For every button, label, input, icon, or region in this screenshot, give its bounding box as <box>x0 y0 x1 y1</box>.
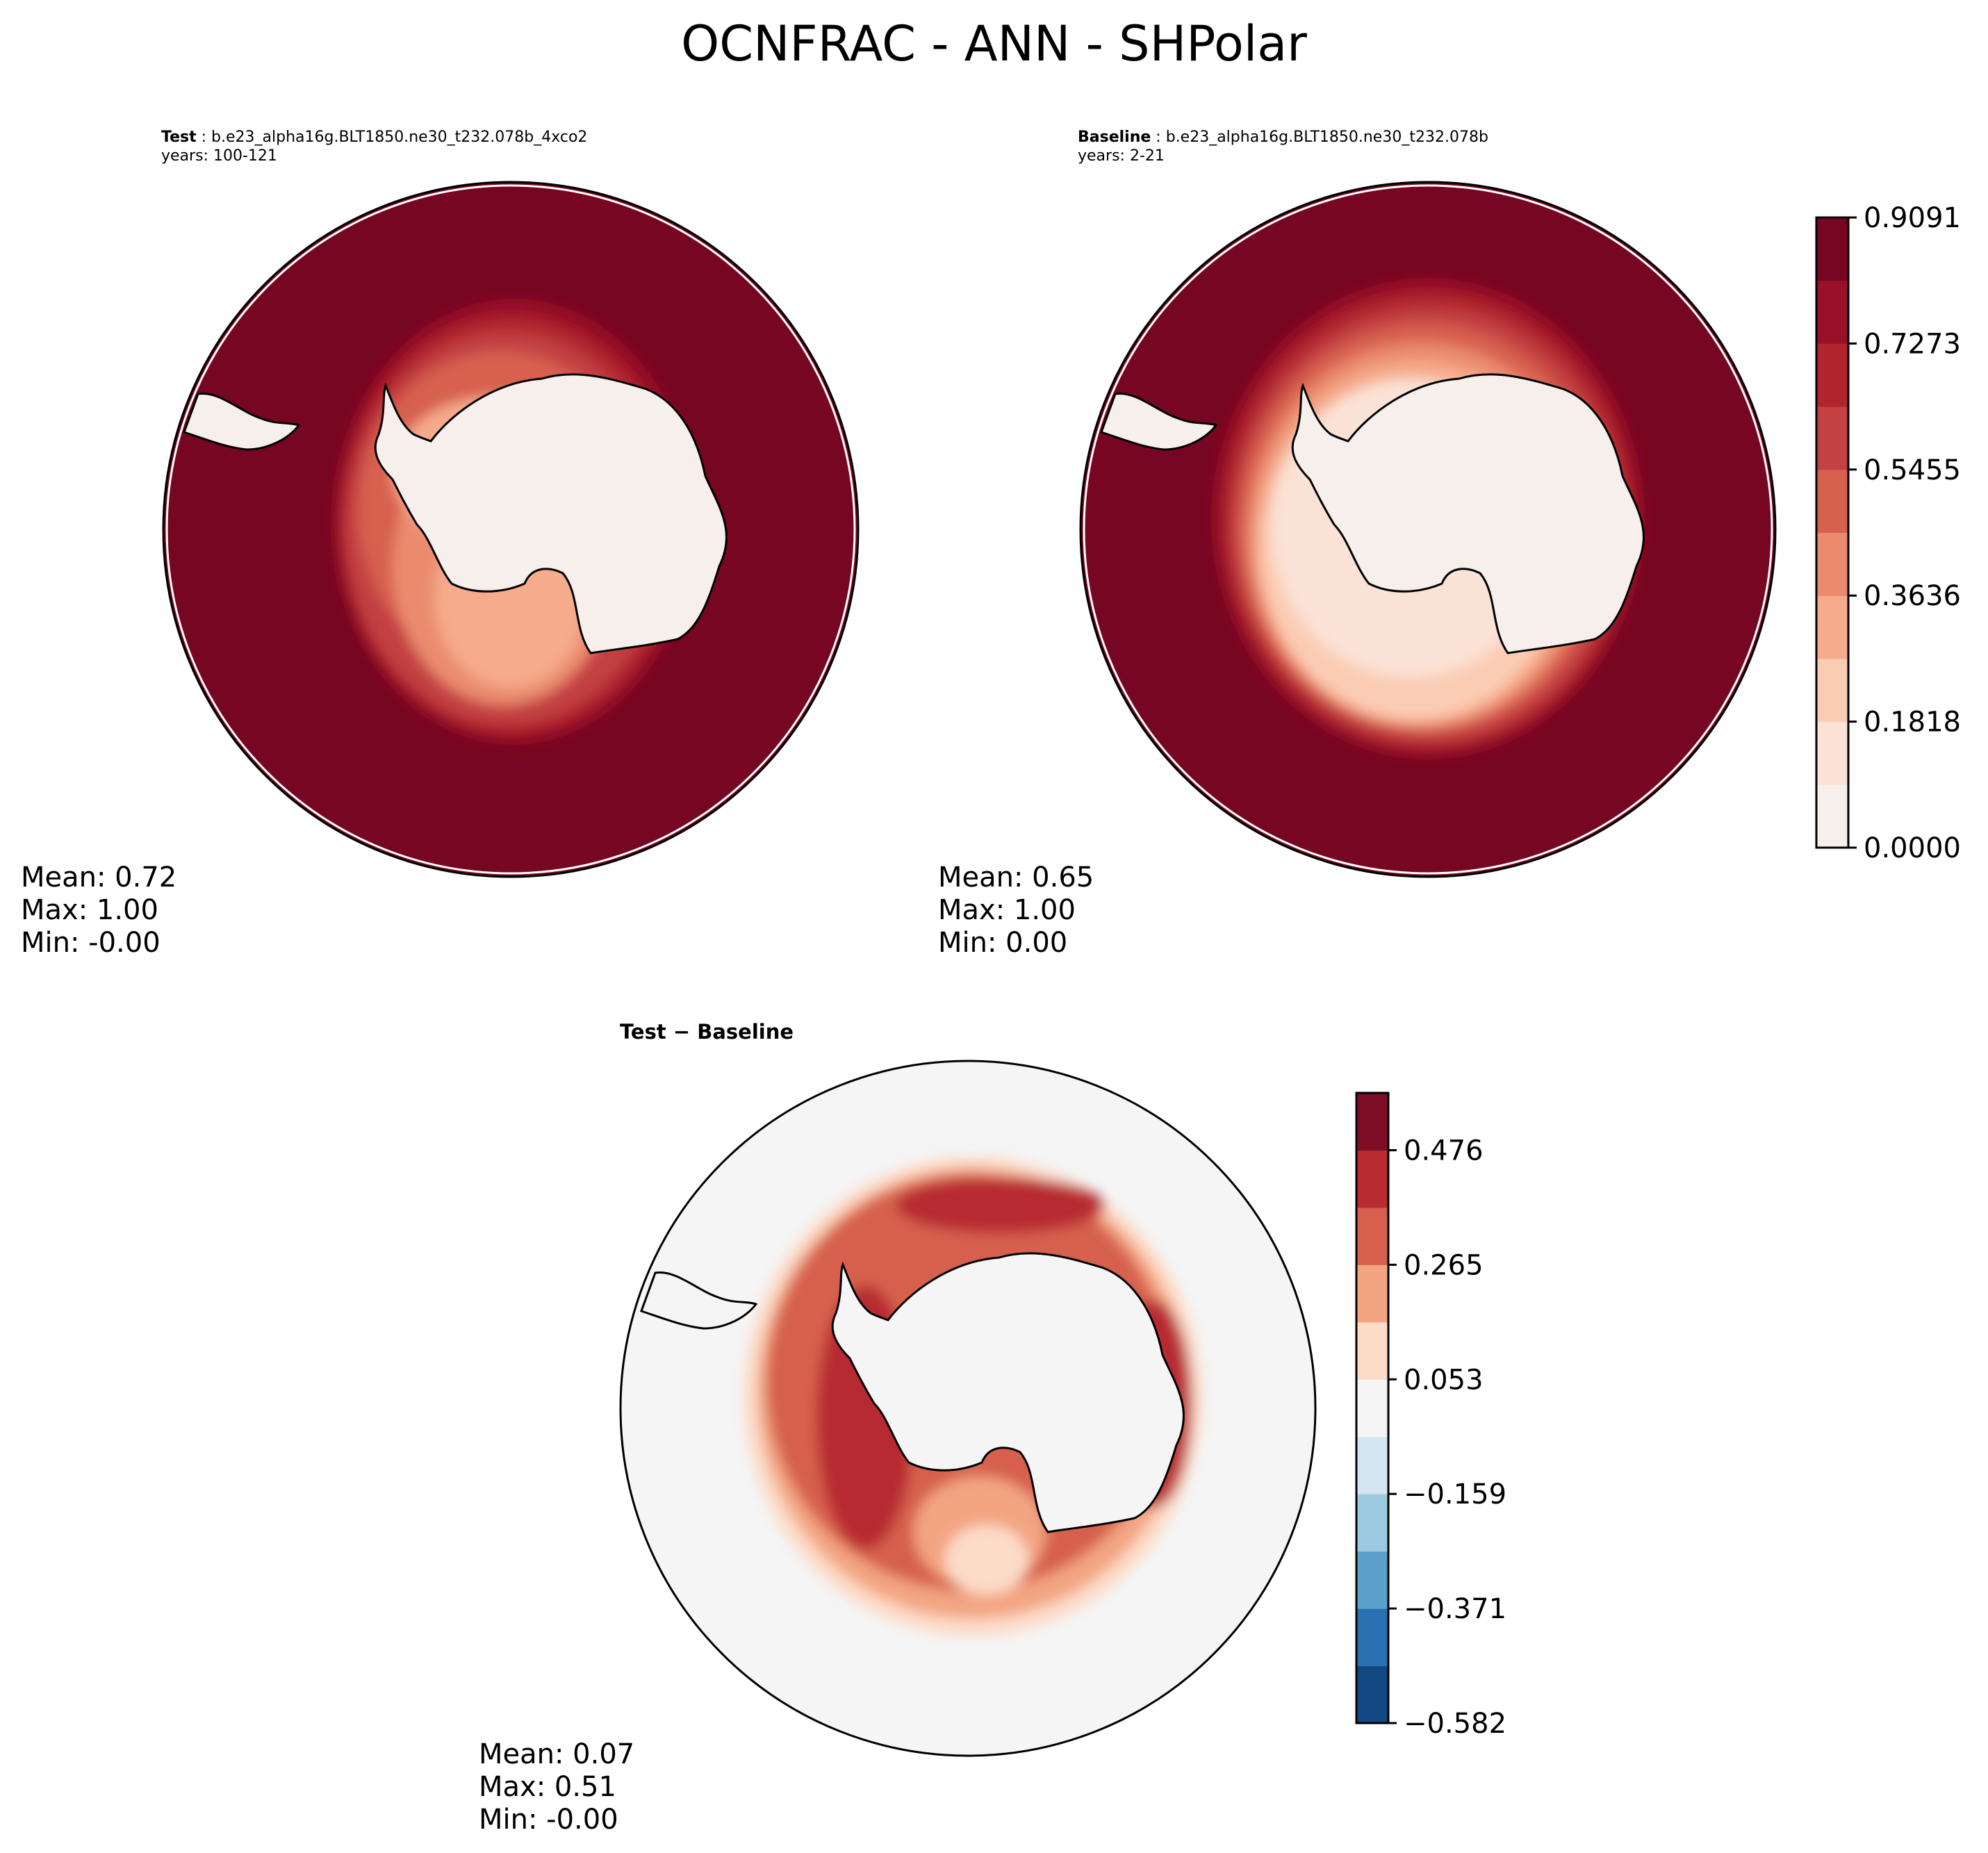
baseline-panel-title: Baseline : b.e23_alpha16g.BLT1850.ne30_t… <box>1078 129 1488 165</box>
colorbar-diff-swatch <box>1356 1379 1388 1438</box>
colorbar-diff-swatch <box>1356 1207 1388 1265</box>
colorbar-ocnfrac-swatch <box>1816 469 1848 533</box>
diff-map <box>619 1060 1317 1757</box>
diff-panel-title: Test − Baseline <box>620 1020 794 1044</box>
colorbar-diff-tick-label: 0.265 <box>1404 1249 1484 1281</box>
diff-mean: Mean: 0.07 <box>479 1738 635 1770</box>
diff-stats: Mean: 0.07 Max: 0.51 Min: -0.00 <box>479 1738 634 1836</box>
colorbar-ocnfrac-swatch <box>1816 721 1848 785</box>
test-stats: Mean: 0.72 Max: 1.00 Min: -0.00 <box>21 862 176 960</box>
colorbar-diff-swatch <box>1356 1551 1388 1609</box>
colorbar-diff-tick-label: −0.582 <box>1404 1708 1506 1740</box>
test-case-name: b.e23_alpha16g.BLT1850.ne30_t232.078b_4x… <box>211 129 588 146</box>
figure-title: OCNFRAC - ANN - SHPolar <box>681 15 1307 72</box>
colorbar-difference: 0.476 0.265 0.053 −0.159 −0.371 −0.582 <box>1355 1092 1506 1740</box>
colorbar-diff-tick-label: −0.159 <box>1404 1479 1506 1510</box>
colorbar-diff-swatch <box>1356 1150 1388 1208</box>
colorbar-diff-swatch <box>1356 1265 1388 1323</box>
colorbar-diff-swatch <box>1356 1093 1388 1151</box>
baseline-stats: Mean: 0.65 Max: 1.00 Min: 0.00 <box>938 862 1094 960</box>
colorbar-ocnfrac-tick-label: 0.5455 <box>1864 454 1961 486</box>
colorbar-ocnfrac: 0.9091 0.7273 0.5455 0.3636 0.1818 0.0000 <box>1815 202 1961 864</box>
baseline-case-name: b.e23_alpha16g.BLT1850.ne30_t232.078b <box>1165 129 1488 146</box>
baseline-label: Baseline <box>1078 129 1151 146</box>
diff-min: Min: -0.00 <box>479 1804 618 1836</box>
colorbar-diff-tick-label: 0.053 <box>1404 1364 1484 1396</box>
colorbar-ocnfrac-swatch <box>1816 406 1848 470</box>
test-max: Max: 1.00 <box>21 894 158 926</box>
colorbar-ocnfrac-frame <box>1815 216 1850 849</box>
colorbar-ocnfrac-tick-label: 0.9091 <box>1864 202 1961 234</box>
colorbar-diff-swatch <box>1356 1436 1388 1494</box>
baseline-min: Min: 0.00 <box>938 927 1068 959</box>
colorbar-ocnfrac-tick-label: 0.1818 <box>1864 707 1961 739</box>
diff-max: Max: 0.51 <box>479 1771 616 1803</box>
colorbar-diff-tick-label: −0.371 <box>1404 1593 1506 1625</box>
colorbar-ocnfrac-swatch <box>1816 532 1848 596</box>
colorbar-ocnfrac-swatch <box>1816 343 1848 407</box>
colorbar-ocnfrac-tick-label: 0.3636 <box>1864 580 1961 612</box>
test-min: Min: -0.00 <box>21 927 161 959</box>
baseline-map <box>1079 181 1777 878</box>
colorbar-ocnfrac-swatch <box>1816 658 1848 723</box>
colorbar-ocnfrac-swatch <box>1816 784 1848 848</box>
test-mean: Mean: 0.72 <box>21 862 177 893</box>
colorbar-ocnfrac-tick-label: 0.7273 <box>1864 328 1961 360</box>
colorbar-ocnfrac-tick-label: 0.0000 <box>1864 832 1961 864</box>
colorbar-ocnfrac-swatch <box>1816 217 1848 281</box>
colorbar-diff-swatch <box>1356 1608 1388 1667</box>
test-map <box>162 181 860 878</box>
test-panel-title: Test : b.e23_alpha16g.BLT1850.ne30_t232.… <box>161 129 588 165</box>
baseline-years: years: 2-21 <box>1078 147 1165 165</box>
test-label: Test <box>161 129 197 146</box>
colorbar-diff-frame <box>1355 1092 1390 1724</box>
baseline-mean: Mean: 0.65 <box>938 862 1094 893</box>
colorbar-ocnfrac-swatch <box>1816 595 1848 659</box>
colorbar-diff-swatch <box>1356 1665 1388 1724</box>
colorbar-diff-tick-label: 0.476 <box>1404 1135 1484 1167</box>
colorbar-ocnfrac-swatch <box>1816 280 1848 344</box>
baseline-max: Max: 1.00 <box>938 894 1076 926</box>
colorbar-diff-swatch <box>1356 1494 1388 1552</box>
colorbar-diff-swatch <box>1356 1321 1388 1380</box>
test-years: years: 100-121 <box>161 147 277 165</box>
